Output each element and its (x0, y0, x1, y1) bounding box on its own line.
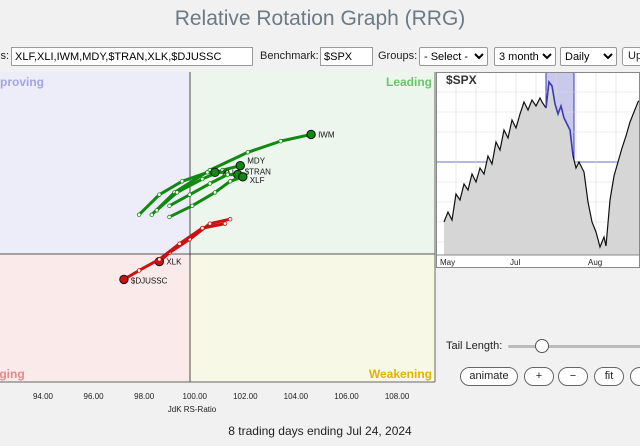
x-tick-label: 106.00 (334, 392, 359, 401)
title-bar: Relative Rotation Graph (RRG) (0, 0, 640, 38)
series-label: MDY (247, 157, 265, 166)
benchmark-mini-chart: $SPX May Jul Aug (436, 72, 640, 268)
weakening-quadrant (190, 254, 435, 382)
x-tick-label: 104.00 (284, 392, 309, 401)
up-button[interactable]: Up (622, 47, 640, 66)
tail-point (179, 179, 185, 184)
benchmark-input[interactable] (320, 47, 373, 66)
x-axis-label: JdK RS-Ratio (168, 405, 217, 414)
symbols-input[interactable] (11, 47, 253, 66)
x-tick-label: 98.00 (134, 392, 155, 401)
benchmark-symbol: $SPX (446, 73, 477, 87)
tail-length-label: Tail Length: (446, 340, 503, 352)
tail-point (167, 214, 172, 220)
page-title: Relative Rotation Graph (RRG) (174, 7, 466, 30)
tail-point (222, 221, 228, 226)
tail-point (187, 192, 192, 197)
leading-quadrant (190, 72, 435, 254)
tail-line (122, 222, 227, 281)
toolbar: ls: Benchmark: Groups: - Select - 3 mont… (0, 47, 640, 69)
benchmark-line-recent (572, 99, 640, 249)
lagging-label: Lagging (0, 367, 25, 381)
extra-control-button[interactable] (630, 367, 640, 386)
tail-length-slider-thumb[interactable] (535, 339, 549, 353)
tail-head-marker[interactable] (210, 167, 220, 178)
improving-quadrant (0, 72, 190, 254)
benchmark-line-highlight (545, 79, 574, 157)
period-caption: 8 trading days ending Jul 24, 2024 (228, 424, 412, 438)
tail-point (200, 176, 205, 182)
benchmark-line (443, 96, 547, 223)
tail-point (154, 208, 160, 213)
tail-point (149, 212, 154, 217)
symbols-label: ls: (0, 50, 9, 62)
series-label: IWM (318, 130, 335, 139)
groups-select[interactable]: - Select - (419, 47, 488, 66)
tail-length-track[interactable] (508, 345, 640, 348)
tail-head-marker[interactable] (235, 160, 245, 171)
tail-head-marker[interactable] (238, 172, 248, 182)
tail-point (278, 138, 283, 144)
x-axis-ticks: 94.00 96.00 98.00 100.00 102.00 104.00 106.00 1… (33, 392, 410, 401)
tail-point (157, 257, 162, 262)
x-tick-label: 108.00 (385, 392, 410, 401)
tail-point (207, 181, 213, 186)
animate-button[interactable]: animate (460, 367, 518, 386)
leading-label: Leading (386, 75, 432, 89)
tail-point (167, 203, 172, 209)
x-tick-label: 102.00 (233, 392, 258, 401)
x-tick-label: 100.00 (183, 392, 208, 401)
tail-point (136, 212, 142, 217)
x-tick-label: 94.00 (33, 392, 54, 401)
x-tick-label: 96.00 (84, 392, 105, 401)
tail-length-control: Tail Length: (446, 337, 640, 357)
series-label: XLK (166, 258, 182, 267)
tail-point (157, 192, 162, 197)
tail-point (136, 268, 142, 273)
period-select[interactable]: 3 months (494, 47, 556, 66)
tail-point (174, 190, 180, 195)
month-label-jul: Jul (510, 258, 520, 267)
benchmark-area (444, 82, 640, 255)
lagging-quadrant (0, 254, 190, 382)
weakening-label: Weakening (369, 367, 432, 381)
zoom-out-button[interactable]: − (558, 367, 588, 386)
fit-button[interactable]: fit (594, 367, 624, 386)
zoom-in-button[interactable]: + (524, 367, 554, 386)
series-label: $TRAN (245, 168, 271, 177)
month-label-aug: Aug (588, 258, 602, 267)
tail-head-marker[interactable] (119, 274, 129, 285)
improving-label: Improving (0, 75, 44, 89)
tail-point (227, 179, 233, 184)
tail-point (212, 190, 218, 195)
groups-label: Groups: (378, 50, 418, 62)
tail-point (227, 216, 233, 222)
month-label-may: May (440, 258, 455, 267)
tail-point (177, 241, 182, 246)
frequency-select[interactable]: Daily (560, 47, 617, 66)
tail-point (205, 170, 210, 175)
tail-point (245, 150, 251, 155)
rrg-chart[interactable]: Improving Leading Lagging Weakening 94.0… (0, 72, 437, 418)
tail-point (225, 172, 230, 177)
tail-point (200, 225, 205, 231)
series-label: $DJUSSC (131, 276, 168, 285)
benchmark-label: Benchmark: (260, 50, 319, 62)
series-label: XLF (250, 176, 265, 185)
tail-point (190, 203, 195, 209)
tail-head-marker[interactable] (306, 129, 316, 140)
